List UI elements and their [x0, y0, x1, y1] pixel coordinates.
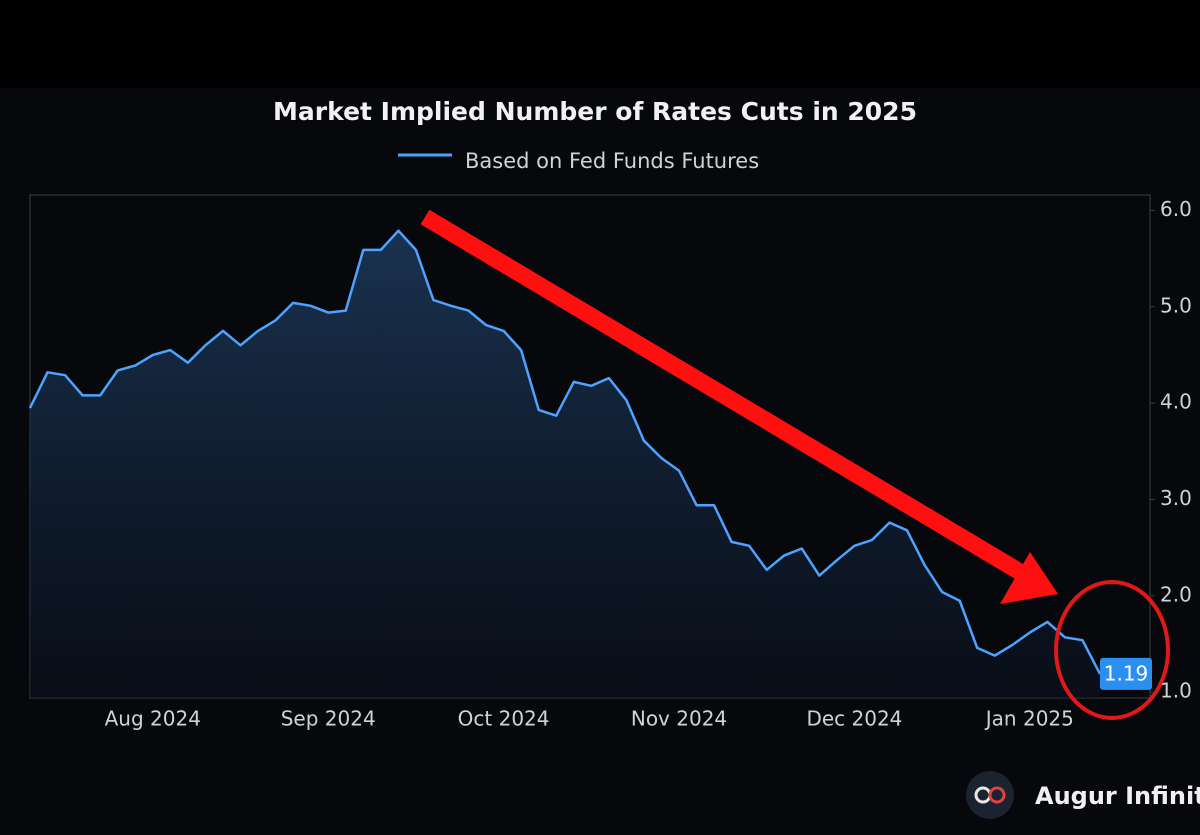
x-tick-label: Dec 2024: [806, 707, 902, 731]
arrow-shaft: [420, 209, 1025, 580]
watermark-logo: [966, 771, 1014, 819]
chart-title: Market Implied Number of Rates Cuts in 2…: [273, 97, 917, 126]
x-tick-label: Jan 2025: [984, 707, 1074, 731]
logo-ring: [988, 786, 1006, 804]
value-label: 1.19: [1104, 661, 1149, 685]
area: [30, 230, 1100, 698]
y-tick-label: 1.0: [1160, 679, 1192, 703]
x-tick-label: Oct 2024: [458, 707, 550, 731]
annotation-arrow: [420, 209, 1058, 604]
watermark: Augur Infinity: [1035, 782, 1200, 810]
y-tick-label: 5.0: [1160, 293, 1192, 317]
y-tick-label: 3.0: [1160, 486, 1192, 510]
annotation-circle: [1054, 580, 1170, 720]
plot: 1.19: [28, 229, 1152, 698]
value-label-box: [1100, 657, 1152, 690]
y-tick-label: 2.0: [1160, 582, 1192, 606]
x-tick-label: Aug 2024: [105, 707, 201, 731]
line: [28, 229, 1102, 675]
y-tick-label: 6.0: [1160, 197, 1192, 221]
x-tick-label: Sep 2024: [281, 707, 376, 731]
legend-label: Based on Fed Funds Futures: [465, 149, 759, 173]
arrow-head: [1000, 552, 1058, 604]
y-tick-label: 4.0: [1160, 390, 1192, 414]
x-tick-label: Nov 2024: [631, 707, 727, 731]
